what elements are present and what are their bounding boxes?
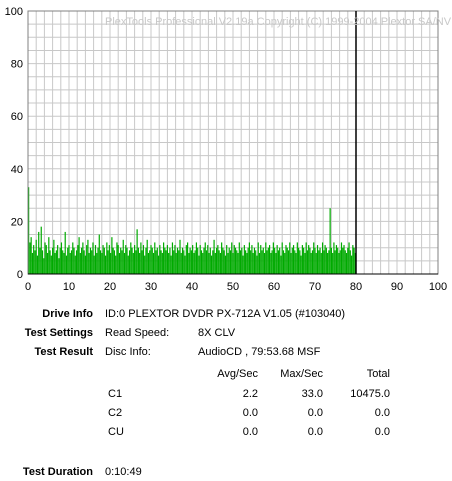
result-total: 0.0 (374, 426, 390, 438)
drive-info-value: ID:0 PLEXTOR DVDR PX-712A V1.05 (#103040… (105, 308, 346, 320)
drive-info-label: Drive Info (42, 308, 93, 320)
result-avg: 2.2 (242, 388, 258, 400)
x-tick-label: 50 (227, 281, 239, 293)
chart-axes: 0 10 20 30 40 50 60 70 80 90 100 0 20 40 60 80 100 (5, 6, 448, 293)
result-avg: 0.0 (242, 407, 258, 419)
result-row-name: C1 (108, 388, 123, 400)
y-tick-label: 40 (11, 164, 23, 176)
test-result-label: Test Result (34, 346, 93, 358)
header-max: Max/Sec (280, 368, 323, 380)
result-max: 33.0 (301, 388, 323, 400)
result-max: 0.0 (307, 426, 323, 438)
y-tick-label: 100 (5, 6, 23, 18)
result-row-name: C2 (108, 407, 123, 419)
y-tick-label: 0 (17, 269, 23, 281)
test-settings-label: Test Settings (24, 327, 93, 339)
x-tick-label: 0 (25, 281, 31, 293)
y-tick-label: 60 (11, 111, 23, 123)
chart-title: PlexTools Professional V2.19a Copyright … (105, 16, 452, 28)
result-max: 0.0 (307, 407, 323, 419)
x-tick-label: 60 (268, 281, 280, 293)
x-tick-label: 20 (104, 281, 116, 293)
result-total: 10475.0 (350, 388, 390, 400)
y-tick-label: 80 (11, 59, 23, 71)
test-duration-label: Test Duration (22, 466, 93, 478)
x-tick-label: 90 (391, 281, 403, 293)
read-speed-value: 8X CLV (198, 327, 236, 339)
x-tick-label: 100 (429, 281, 447, 293)
header-avg: Avg/Sec (217, 368, 258, 380)
x-tick-label: 70 (309, 281, 321, 293)
disc-info-label: Disc Info: (105, 346, 151, 358)
c1-series (28, 187, 356, 274)
x-tick-label: 40 (186, 281, 198, 293)
x-tick-label: 80 (350, 281, 362, 293)
result-row-name: CU (108, 426, 124, 438)
read-speed-label: Read Speed: (105, 327, 170, 339)
error-rate-chart: 0 10 20 30 40 50 60 70 80 90 100 0 20 40 60 80 100 PlexT… (5, 6, 452, 293)
x-tick-label: 10 (63, 281, 75, 293)
y-tick-label: 20 (11, 216, 23, 228)
result-total: 0.0 (374, 407, 390, 419)
result-avg: 0.0 (242, 426, 258, 438)
disc-info-value: AudioCD , 79:53.68 MSF (198, 346, 321, 358)
test-duration-value: 0:10:49 (105, 466, 142, 478)
header-total: Total (366, 368, 390, 380)
chart-grid (27, 10, 439, 275)
x-tick-label: 30 (145, 281, 157, 293)
